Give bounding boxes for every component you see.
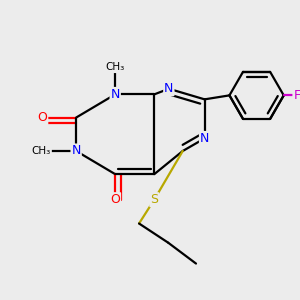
Text: CH₃: CH₃ — [32, 146, 51, 156]
Text: O: O — [110, 193, 120, 206]
Text: N: N — [164, 82, 173, 95]
Text: CH₃: CH₃ — [106, 62, 125, 72]
Text: S: S — [150, 193, 158, 206]
Text: O: O — [38, 111, 47, 124]
Text: F: F — [293, 89, 300, 102]
Text: N: N — [110, 88, 120, 101]
Text: N: N — [71, 145, 81, 158]
Text: N: N — [200, 132, 209, 145]
